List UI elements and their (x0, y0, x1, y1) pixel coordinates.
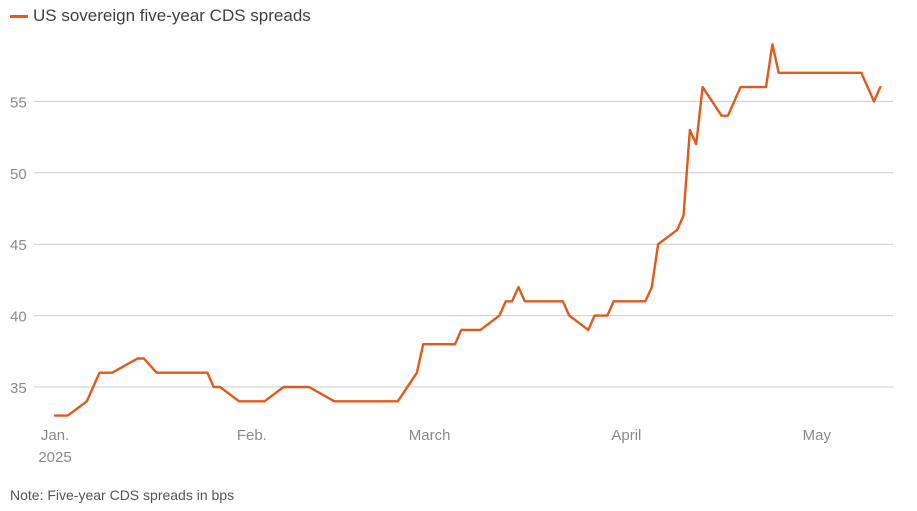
y-tick-label-55: 55 (10, 94, 27, 111)
x-tick-sublabel-0: 2025 (38, 449, 71, 466)
x-tick-labels: Jan. 2025 Feb. March April May (38, 427, 831, 466)
legend-swatch (10, 14, 28, 18)
legend-label: US sovereign five-year CDS spreads (33, 6, 311, 25)
legend: US sovereign five-year CDS spreads (10, 4, 311, 28)
y-tick-label-35: 35 (10, 380, 27, 397)
series-line (53, 43, 882, 417)
series-layer (53, 43, 882, 417)
gridlines (34, 100, 893, 388)
x-tick-label-1: Feb. (237, 427, 267, 444)
x-tick-label-0: Jan. (41, 427, 69, 444)
y-tick-label-50: 50 (10, 166, 27, 183)
chart-note: Note: Five-year CDS spreads in bps (10, 487, 235, 503)
x-tick-label-2: March (409, 427, 451, 444)
x-tick-label-3: April (611, 427, 641, 444)
x-tick-label-4: May (803, 427, 832, 444)
y-tick-label-45: 45 (10, 237, 27, 254)
y-tick-label-40: 40 (10, 309, 27, 326)
y-tick-labels: 35 40 45 50 55 (10, 94, 27, 397)
cds-spread-chart: 35 40 45 50 55 Jan. 2025 Feb. March April May (10, 43, 893, 466)
